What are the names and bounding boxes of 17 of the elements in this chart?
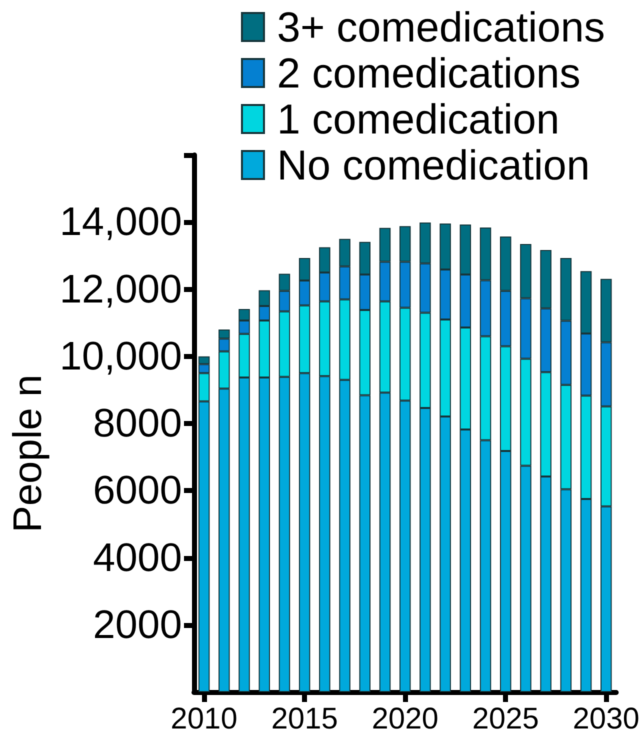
legend-label: No comedication — [276, 142, 590, 188]
y-tick-label: 8000 — [93, 402, 182, 446]
legend-label: 3+ comedications — [276, 4, 606, 50]
y-tick-label: 2000 — [93, 602, 182, 647]
x-tick-label: 2010 — [170, 702, 238, 736]
y-tick-label: 12,000 — [60, 267, 182, 312]
legend-label: 1 comedication — [276, 96, 560, 142]
legend-label: 2 comedications — [276, 50, 580, 96]
y-tick-label: 14,000 — [60, 200, 182, 244]
x-tick-label: 2020 — [372, 702, 438, 736]
x-tick-label: 2030 — [572, 702, 640, 736]
y-tick-label: 6000 — [93, 468, 182, 513]
x-tick-label: 2015 — [271, 702, 338, 736]
y-axis-title: People n — [6, 374, 50, 532]
x-tick-label: 2025 — [472, 702, 539, 736]
y-tick-label: 4000 — [93, 536, 182, 580]
y-tick-label: 10,000 — [60, 334, 182, 378]
